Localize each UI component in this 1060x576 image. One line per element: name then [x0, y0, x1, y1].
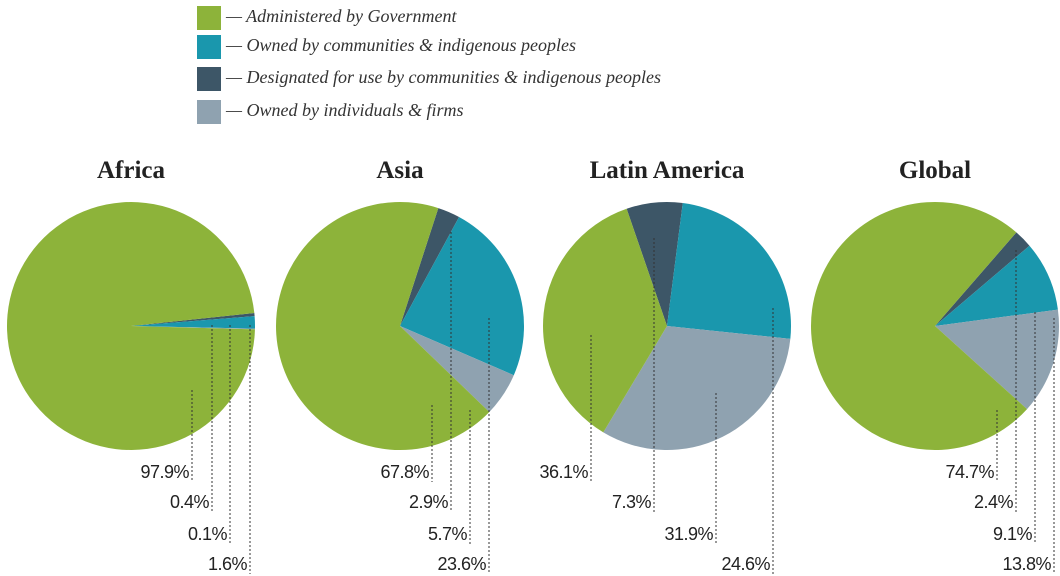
pie-slice	[603, 326, 791, 450]
pie-slice	[935, 309, 1059, 410]
legend-label: — Owned by individuals & firms	[225, 100, 464, 120]
pie-slice	[131, 316, 255, 329]
value-label: 13.8%	[1002, 554, 1051, 574]
pie-slice	[131, 326, 255, 330]
legend-swatch	[197, 67, 221, 91]
legend-swatch	[197, 6, 221, 30]
pie-title: Latin America	[590, 157, 745, 184]
legend-label: — Owned by communities & indigenous peop…	[225, 35, 576, 55]
pie-slice	[400, 326, 514, 413]
legend-swatch	[197, 35, 221, 59]
value-label: 24.6%	[721, 554, 770, 574]
value-label: 36.1%	[539, 462, 588, 482]
pie-slice	[6, 201, 255, 450]
pie-slice	[400, 216, 524, 376]
pie-slice	[626, 202, 683, 326]
pie-slice	[131, 313, 255, 326]
pie-title: Global	[899, 157, 971, 184]
pie-title: Africa	[97, 157, 166, 184]
legend-swatch	[197, 100, 221, 124]
value-label: 23.6%	[437, 554, 486, 574]
pie-slice	[543, 208, 667, 433]
value-label: 9.1%	[993, 524, 1033, 544]
value-label: 0.1%	[188, 524, 228, 544]
value-label: 97.9%	[140, 462, 189, 482]
value-label: 67.8%	[380, 462, 429, 482]
value-label: 1.6%	[208, 554, 248, 574]
value-label: 2.9%	[409, 492, 449, 512]
pie-slice	[935, 232, 1030, 326]
value-label: 74.7%	[945, 462, 994, 482]
pie-slice	[811, 201, 1028, 451]
pie-slice	[667, 203, 791, 339]
pie-title: Asia	[376, 157, 424, 184]
value-label: 2.4%	[974, 492, 1014, 512]
value-label: 5.7%	[428, 524, 468, 544]
legend-label: — Administered by Government	[225, 6, 457, 26]
legend-label: — Designated for use by communities & in…	[225, 67, 661, 87]
value-label: 7.3%	[612, 492, 652, 512]
value-label: 31.9%	[664, 524, 713, 544]
pie-slice	[400, 208, 460, 326]
value-label: 0.4%	[170, 492, 210, 512]
pie-slice	[935, 245, 1058, 326]
pie-slice	[276, 201, 490, 450]
